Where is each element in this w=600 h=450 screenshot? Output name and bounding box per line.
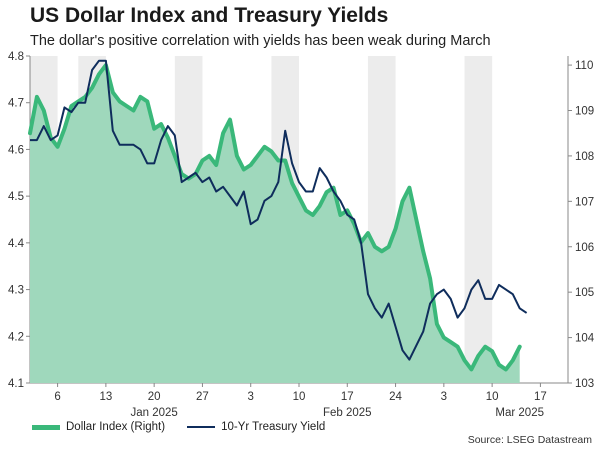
right-tick-label-5: 108 — [575, 151, 594, 163]
left-tick-label-4: 4.5 — [8, 191, 24, 203]
treasury-yield-line — [30, 59, 528, 361]
right-tick-label-4: 107 — [575, 196, 594, 208]
chart-title: US Dollar Index and Treasury Yields — [30, 4, 389, 27]
left-tick-label-1: 4.2 — [8, 331, 24, 343]
left-tick-label-5: 4.6 — [8, 144, 24, 156]
x-tick-label-7: 24 — [389, 391, 402, 403]
dollar-index-line — [28, 63, 522, 372]
x-tick-label-0: 6 — [54, 391, 60, 403]
right-tick-label-6: 109 — [575, 106, 594, 118]
right-tick-label-0: 103 — [575, 378, 594, 390]
left-tick-label-0: 4.1 — [8, 378, 24, 390]
legend-item-treasury-yield: 10-Yr Treasury Yield — [187, 421, 325, 433]
legend: Dollar Index (Right) 10-Yr Treasury Yiel… — [32, 421, 347, 433]
right-tick-label-2: 105 — [575, 287, 594, 299]
left-tick-label-2: 4.3 — [8, 285, 24, 297]
legend-swatch-yield — [187, 426, 216, 428]
legend-label-yield: 10-Yr Treasury Yield — [221, 421, 326, 433]
left-tick-label-7: 4.8 — [8, 51, 24, 63]
month-label-2: Mar 2025 — [495, 407, 544, 419]
x-tick-label-5: 10 — [293, 391, 306, 403]
x-tick-label-6: 17 — [341, 391, 354, 403]
x-tick-label-3: 27 — [196, 391, 209, 403]
left-tick-label-6: 4.7 — [8, 98, 24, 110]
x-tick-label-8: 3 — [441, 391, 447, 403]
right-tick-label-3: 106 — [575, 242, 594, 254]
x-tick-label-10: 17 — [534, 391, 547, 403]
x-tick-label-4: 3 — [248, 391, 254, 403]
week-band-5 — [464, 56, 493, 383]
source-note: Source: LSEG Datastream — [467, 434, 592, 446]
legend-swatch-dollar — [32, 424, 60, 430]
left-tick-label-3: 4.4 — [8, 238, 25, 250]
dollar-index-area — [30, 65, 520, 383]
right-tick-label-1: 104 — [575, 333, 595, 345]
x-tick-label-2: 20 — [148, 391, 161, 403]
legend-item-dollar-index: Dollar Index (Right) — [32, 421, 165, 433]
right-tick-label-7: 110 — [575, 60, 593, 72]
chart-subtitle: The dollar's positive correlation with y… — [30, 33, 491, 49]
x-tick-label-9: 10 — [486, 391, 499, 403]
legend-label-dollar: Dollar Index (Right) — [66, 421, 166, 433]
month-label-1: Feb 2025 — [323, 407, 372, 419]
month-label-0: Jan 2025 — [130, 407, 177, 419]
x-tick-label-1: 13 — [99, 391, 112, 403]
